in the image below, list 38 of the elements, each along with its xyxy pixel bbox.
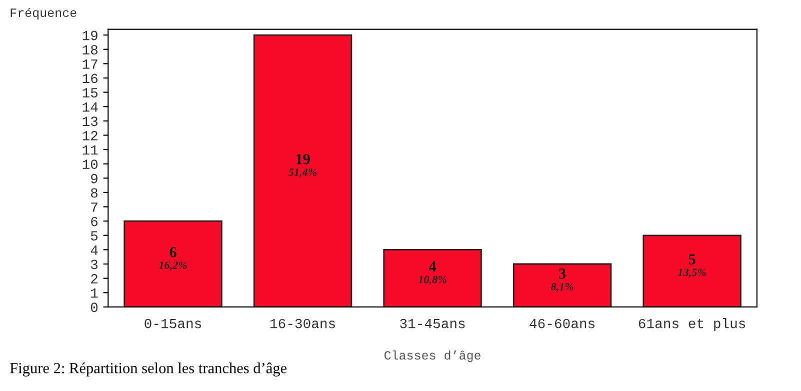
y-tick-label: 7: [91, 202, 98, 212]
text: Figure 2: Répartition selon les tranches d’âge: [10, 362, 287, 376]
x-tick-label: 16-30ans: [270, 318, 335, 328]
bar: [124, 220, 222, 307]
y-tick-label: 13: [82, 116, 98, 126]
y-tick-label: 11: [82, 145, 98, 155]
data-label: 19 51,4%: [288, 154, 317, 178]
y-tick-label: 12: [82, 130, 98, 140]
x-tick-label: 31-45ans: [400, 318, 465, 328]
x-tick-label: 46-60ans: [530, 318, 594, 328]
y-tick-label: 14: [82, 102, 98, 112]
y-tick-label: 17: [82, 60, 98, 69]
y-tick-label: 2: [91, 274, 98, 284]
y-tick-label: 16: [82, 74, 98, 84]
y-tick-label: 3: [90, 260, 98, 270]
y-tick-label: 15: [82, 88, 98, 98]
bar: [642, 234, 742, 307]
y-tick-label: 9: [91, 174, 98, 184]
y-tick-label: 6: [91, 216, 98, 226]
y-tick-label: 18: [82, 45, 98, 55]
data-label: 4 10,8%: [418, 261, 446, 285]
bar: [253, 34, 352, 307]
data-label: 5 13,5%: [678, 254, 706, 278]
y-tick-label: 10: [82, 160, 98, 170]
x-tick-label: 0-15ans: [144, 318, 202, 328]
y-tick-label: 8: [90, 188, 98, 198]
y-tick-label: 1: [91, 288, 98, 298]
data-label: 3 8,1%: [550, 268, 574, 292]
data-label: 6 16,2%: [158, 247, 187, 271]
bar: [512, 263, 612, 307]
y-tick-label: 4: [90, 246, 98, 255]
y-tick-label: 0: [90, 302, 98, 312]
x-tick-label: 61ans et plus: [638, 318, 746, 331]
y-axis-title: Fréquence: [10, 8, 76, 20]
bar: [383, 249, 482, 307]
y-tick-label: 19: [82, 30, 98, 40]
y-tick-label: 5: [90, 231, 98, 241]
x-axis-title: Classes d’âge: [384, 350, 480, 362]
